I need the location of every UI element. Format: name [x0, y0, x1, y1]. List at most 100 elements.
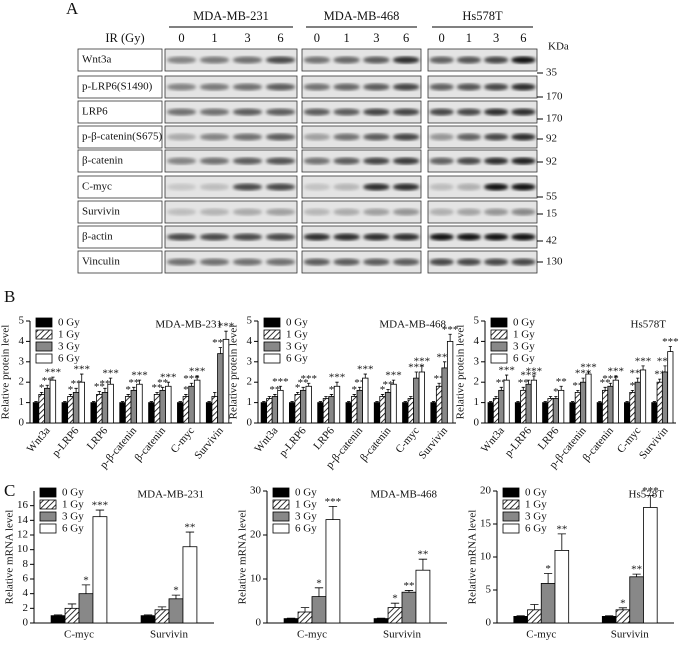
bar [373, 618, 389, 624]
error-bar [403, 401, 407, 403]
significance-label: *** [300, 373, 317, 385]
blot-band [303, 157, 331, 165]
blot-band [511, 183, 536, 191]
error-bar [160, 386, 165, 391]
legend-label: 3 Gy [295, 511, 317, 523]
blot-lane-box [301, 125, 422, 149]
blot-band [265, 183, 296, 191]
bar [379, 396, 386, 424]
legend-swatch [35, 317, 53, 328]
bar [148, 402, 155, 424]
bar [168, 598, 184, 624]
bar [585, 373, 592, 424]
kda-label: 130 [546, 256, 563, 268]
significance-label: * [316, 577, 322, 589]
protein-box [77, 48, 163, 72]
error-bar [328, 506, 338, 520]
bar [554, 550, 570, 624]
error-bar [557, 533, 566, 551]
y-tick-label: 10 [17, 543, 29, 555]
bar [356, 389, 363, 424]
blot-band [456, 208, 481, 216]
significance-label: ** [42, 375, 53, 387]
legend-swatch [39, 511, 57, 522]
x-tick-label: C-myc [297, 629, 327, 641]
blot-lane-box [164, 48, 298, 72]
bar [602, 389, 609, 424]
y-axis-label: Relative protein level [455, 325, 467, 420]
chart-title: Hs578T [629, 489, 665, 501]
legend-label: 6 Gy [58, 353, 80, 365]
y-tick-label: 20 [250, 529, 262, 541]
y-axis-label: Relative mRNA level [237, 510, 249, 605]
bar [446, 340, 454, 424]
bar [547, 398, 554, 424]
chart-title: MDA-MB-231 [137, 489, 204, 501]
blot-band [363, 83, 390, 91]
legend-swatch [502, 523, 520, 534]
blot-band [166, 208, 197, 216]
error-bar [143, 614, 153, 616]
significance-label: *** [442, 324, 459, 336]
blot-band [199, 108, 230, 116]
y-tick-label: 2 [23, 602, 29, 614]
blot-band [484, 258, 509, 266]
bar [612, 379, 619, 424]
significance-label: * [620, 597, 626, 609]
blot-band [429, 183, 454, 191]
bar [165, 385, 172, 424]
bar [328, 396, 335, 424]
bar [430, 402, 437, 424]
chart-title: MDA-MB-468 [370, 489, 437, 501]
significance-label: ** [417, 549, 428, 561]
error-bar [418, 558, 428, 571]
bar [629, 391, 636, 424]
blot-lane-box [301, 175, 422, 199]
bar [119, 402, 126, 424]
dose-label: 0 [439, 31, 445, 45]
significance-label: ** [152, 382, 163, 394]
error-bar [267, 396, 272, 399]
bar [217, 353, 224, 424]
kda-label: 35 [546, 67, 558, 79]
significance-label: *** [662, 336, 679, 348]
blot-lane-box [164, 250, 298, 274]
legend-swatch [39, 499, 57, 510]
bar [373, 402, 381, 424]
blot-lane-box [164, 200, 298, 224]
blot-band [166, 258, 197, 266]
significance-label: *** [408, 362, 425, 374]
error-bar [324, 396, 328, 399]
bar [384, 391, 392, 424]
y-tick-label: 10 [480, 551, 492, 563]
x-tick-label: Survivin [383, 629, 421, 641]
bar [325, 519, 341, 624]
y-tick-label: 2 [19, 376, 25, 388]
blot-band [511, 208, 536, 216]
blot-band [166, 157, 197, 165]
panel-label: C [4, 481, 15, 500]
legend-label: 0 Gy [513, 317, 535, 329]
y-tick-label: 1 [247, 396, 253, 408]
error-bar [391, 379, 396, 385]
blot-lane-box [164, 125, 298, 149]
bar [300, 389, 307, 424]
y-tick-label: 2 [474, 376, 480, 388]
legend-swatch [39, 523, 57, 534]
blot-lane-box [427, 75, 538, 99]
significance-label: ** [631, 564, 642, 576]
y-tick-label: 1 [474, 396, 480, 408]
bar [311, 596, 327, 624]
bar [607, 385, 614, 424]
blot-band [363, 233, 390, 241]
blot-band [232, 233, 263, 241]
error-bar [605, 615, 614, 617]
error-bar [646, 495, 655, 508]
bar [435, 385, 443, 424]
dose-label: 6 [520, 31, 526, 45]
significance-label: *** [608, 366, 625, 378]
error-bar [262, 401, 266, 403]
blot-band [166, 133, 197, 141]
significance-label: ** [128, 377, 139, 389]
significance-label: * [553, 386, 559, 398]
